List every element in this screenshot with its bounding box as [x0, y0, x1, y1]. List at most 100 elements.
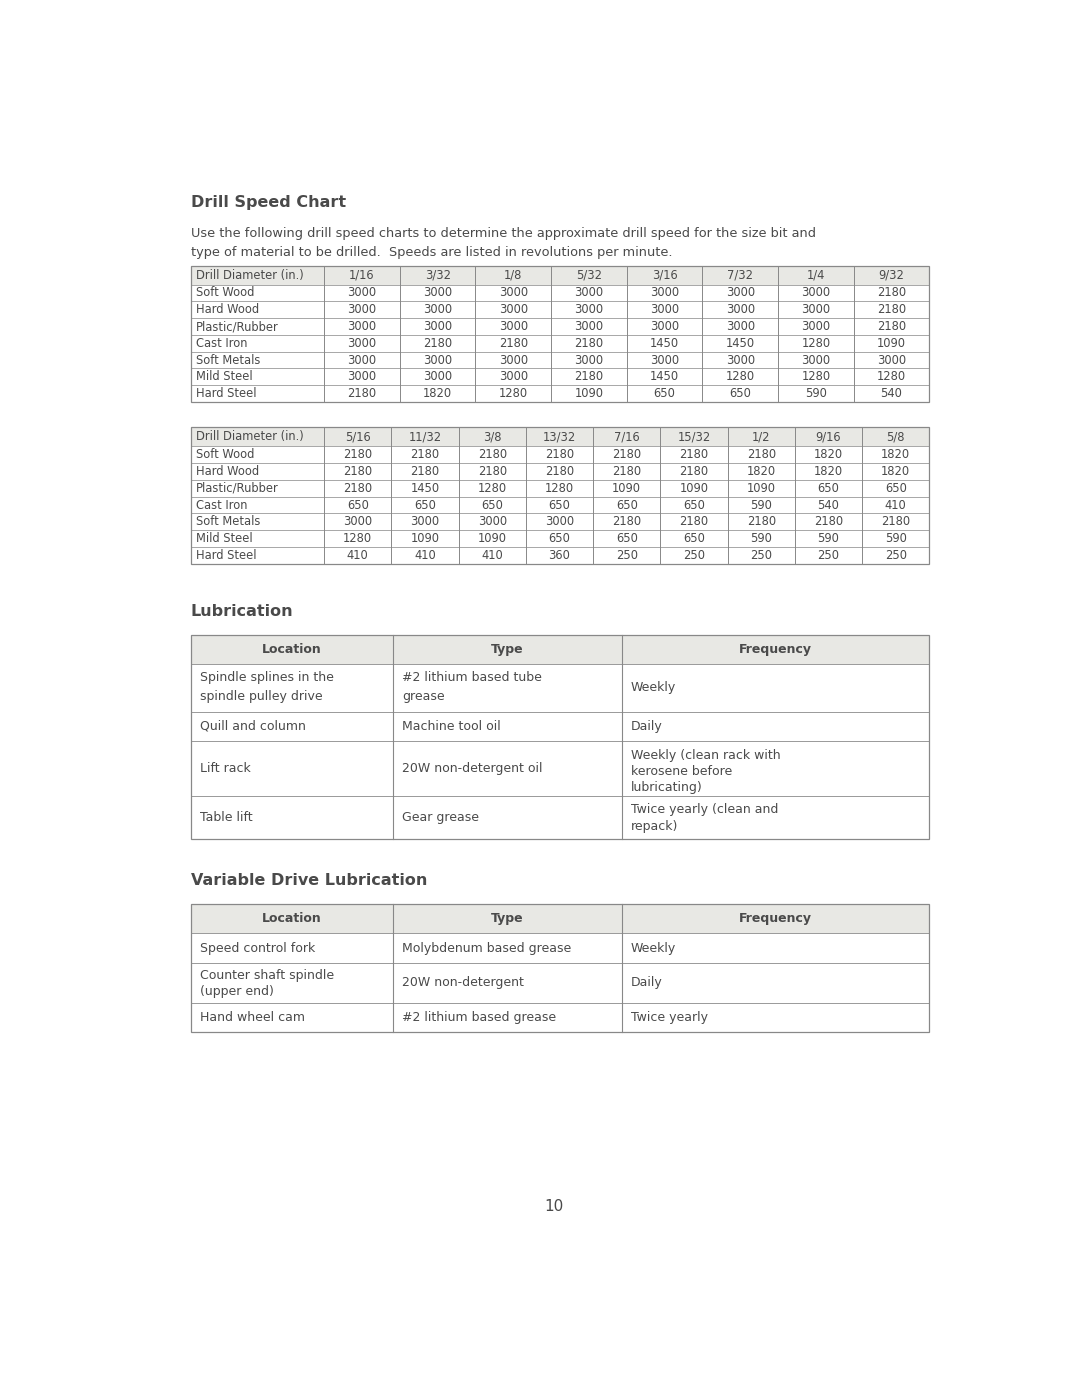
Text: 2180: 2180 [423, 337, 453, 349]
Text: Daily: Daily [631, 720, 663, 733]
Text: 2180: 2180 [814, 515, 843, 529]
Text: 3000: 3000 [575, 287, 604, 299]
Text: 410: 410 [885, 498, 906, 512]
Text: 3000: 3000 [650, 353, 679, 367]
Text: 3000: 3000 [410, 515, 440, 529]
Text: 1090: 1090 [877, 337, 906, 349]
Text: 3000: 3000 [575, 353, 604, 367]
Text: 3000: 3000 [726, 287, 755, 299]
Text: 2180: 2180 [477, 448, 507, 461]
Text: 1090: 1090 [410, 533, 440, 545]
Text: 1450: 1450 [410, 482, 440, 495]
Text: 1450: 1450 [650, 337, 679, 349]
Bar [191, 266, 930, 284]
Bar [191, 635, 930, 664]
Bar [191, 428, 930, 446]
Text: 1820: 1820 [814, 465, 843, 477]
Text: Mild Steel: Mild Steel [197, 533, 253, 545]
Bar [191, 904, 930, 1032]
Text: grease: grease [403, 690, 445, 704]
Text: Cast Iron: Cast Iron [197, 498, 247, 512]
Text: 3000: 3000 [726, 304, 755, 316]
Text: 9/16: 9/16 [815, 431, 841, 443]
Text: 3000: 3000 [575, 304, 604, 316]
Text: 7/16: 7/16 [613, 431, 639, 443]
Text: 1280: 1280 [343, 533, 373, 545]
Text: 590: 590 [751, 498, 772, 512]
Bar [191, 904, 930, 933]
Text: 3000: 3000 [650, 287, 679, 299]
Text: Type: Type [491, 643, 524, 656]
Text: 2180: 2180 [499, 337, 528, 349]
Bar [191, 635, 930, 839]
Text: Lift rack: Lift rack [200, 762, 251, 776]
Text: 650: 650 [549, 498, 570, 512]
Text: Lubrication: Lubrication [191, 604, 294, 618]
Text: 5/32: 5/32 [576, 269, 602, 282]
Text: Twice yearly (clean and: Twice yearly (clean and [631, 803, 779, 816]
Text: 1/8: 1/8 [504, 269, 523, 282]
Text: 650: 650 [683, 533, 705, 545]
Text: 20W non-detergent oil: 20W non-detergent oil [403, 762, 543, 776]
Text: 2180: 2180 [612, 515, 642, 529]
Text: 2180: 2180 [881, 515, 910, 529]
Text: (upper end): (upper end) [200, 985, 274, 998]
Text: Location: Location [262, 643, 322, 656]
Text: 1/2: 1/2 [752, 431, 770, 443]
Text: 3000: 3000 [801, 353, 831, 367]
Text: 590: 590 [885, 533, 907, 545]
Text: 250: 250 [885, 549, 907, 562]
Text: 250: 250 [818, 549, 839, 562]
Text: Counter shaft spindle: Counter shaft spindle [200, 969, 334, 981]
Text: 3000: 3000 [575, 320, 604, 333]
Text: Quill and column: Quill and column [200, 720, 306, 733]
Text: spindle pulley drive: spindle pulley drive [200, 690, 323, 704]
Text: 2180: 2180 [343, 448, 373, 461]
Text: Plastic/Rubber: Plastic/Rubber [197, 320, 279, 333]
Text: 3000: 3000 [545, 515, 575, 529]
Text: 3000: 3000 [348, 287, 377, 299]
Text: 2180: 2180 [679, 515, 708, 529]
Text: 13/32: 13/32 [543, 431, 576, 443]
Text: 1280: 1280 [499, 388, 528, 400]
Text: 3000: 3000 [423, 320, 453, 333]
Text: 2180: 2180 [746, 448, 775, 461]
Text: #2 lithium based tube: #2 lithium based tube [403, 671, 542, 684]
Text: 1090: 1090 [746, 482, 775, 495]
Text: 650: 650 [818, 482, 839, 495]
Text: Drill Diameter (in.): Drill Diameter (in.) [197, 431, 303, 443]
Text: 3000: 3000 [477, 515, 507, 529]
Text: 3000: 3000 [348, 370, 377, 384]
Text: 15/32: 15/32 [677, 431, 711, 443]
Text: 3000: 3000 [423, 304, 453, 316]
Text: 3000: 3000 [801, 287, 831, 299]
Text: Machine tool oil: Machine tool oil [403, 720, 501, 733]
Text: 2180: 2180 [410, 465, 440, 477]
Text: Soft Wood: Soft Wood [197, 448, 255, 461]
Text: 1280: 1280 [545, 482, 575, 495]
Text: Hard Steel: Hard Steel [197, 388, 257, 400]
Text: 650: 650 [653, 388, 675, 400]
Text: 3000: 3000 [650, 304, 679, 316]
Text: 3/32: 3/32 [424, 269, 450, 282]
Text: 650: 650 [616, 533, 637, 545]
Text: Drill Speed Chart: Drill Speed Chart [191, 195, 346, 210]
Text: 3000: 3000 [348, 337, 377, 349]
Text: Soft Wood: Soft Wood [197, 287, 255, 299]
Text: 650: 650 [347, 498, 368, 512]
Text: 20W non-detergent: 20W non-detergent [403, 976, 524, 989]
Text: 5/16: 5/16 [345, 431, 370, 443]
Text: 1280: 1280 [801, 337, 831, 349]
Text: 2180: 2180 [877, 287, 906, 299]
Text: Type: Type [491, 912, 524, 926]
Text: 3/8: 3/8 [483, 431, 501, 443]
Bar [191, 266, 930, 402]
Bar [191, 904, 930, 1032]
Text: 9/32: 9/32 [879, 269, 904, 282]
Text: 1820: 1820 [881, 465, 910, 477]
Text: 1820: 1820 [746, 465, 775, 477]
Text: 3000: 3000 [348, 353, 377, 367]
Text: 650: 650 [885, 482, 907, 495]
Text: 1090: 1090 [477, 533, 507, 545]
Text: 3000: 3000 [423, 370, 453, 384]
